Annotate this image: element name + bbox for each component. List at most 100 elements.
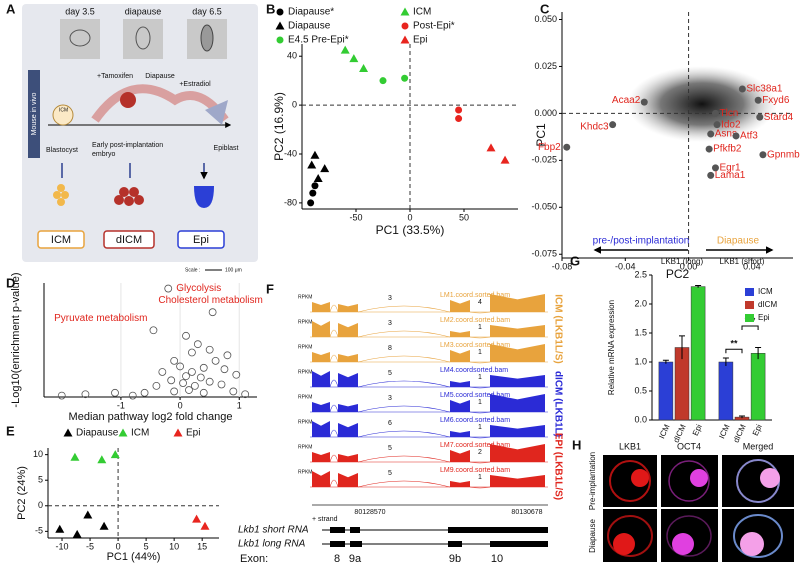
- group-title: LKB1 (long): [661, 257, 704, 266]
- y-tick-label: -40: [284, 148, 297, 158]
- junction-arc: [357, 330, 451, 338]
- icm-label: ICM: [59, 107, 68, 113]
- data-point: [211, 356, 220, 365]
- track-axis-label: RPKM: [298, 444, 312, 450]
- y-tick-label: 0.050: [534, 14, 557, 24]
- junction-count: 1: [478, 324, 482, 331]
- data-point: [185, 386, 193, 394]
- x-tick-label: ICM: [657, 423, 671, 440]
- data-point: [455, 106, 463, 114]
- data-point: [57, 391, 66, 400]
- junction-count: 1: [478, 349, 482, 356]
- y-tick-label: 0: [292, 99, 297, 109]
- point-label: Cholesterol metabolism: [158, 295, 263, 306]
- data-point: [97, 455, 107, 464]
- coverage: [312, 471, 330, 487]
- micrograph: [60, 19, 100, 59]
- data-point: [759, 151, 767, 159]
- junction-arc: [357, 380, 451, 388]
- exon-label: 10: [491, 553, 503, 564]
- track-axis-label: RPKM: [298, 344, 312, 350]
- x-tick-label: -50: [349, 212, 362, 222]
- x-tick-label: 0: [116, 541, 121, 551]
- group-box: [37, 230, 85, 249]
- data-point: [167, 376, 176, 385]
- data-point: [754, 96, 762, 104]
- junction-arc: [469, 486, 491, 489]
- junction-count: 1: [478, 399, 482, 406]
- epi-icon: [194, 186, 214, 208]
- point-label: Lama1: [715, 170, 746, 181]
- coverage: [338, 373, 358, 387]
- coverage: [490, 444, 545, 462]
- data-point: [81, 390, 90, 399]
- data-point: [188, 368, 196, 376]
- side-bar: [28, 70, 40, 158]
- junction-arc: [469, 311, 491, 314]
- legend-marker: [400, 7, 410, 16]
- legend-swatch: [745, 314, 754, 322]
- data-point: [128, 391, 137, 400]
- exon-block: [350, 527, 360, 533]
- legend-marker: [401, 22, 409, 30]
- x-tick-label: -0.04: [615, 261, 636, 271]
- junction-count: 1: [478, 374, 482, 381]
- x-tick-label: 10: [169, 541, 179, 551]
- junction-arc: [357, 405, 451, 413]
- caption: Blastocyst: [46, 147, 78, 154]
- legend-label: Post-Epi*: [413, 21, 455, 32]
- dicm-icon: [114, 187, 144, 206]
- x-tick-label: ICM: [717, 423, 731, 440]
- data-point: [188, 348, 196, 357]
- legend-marker: [275, 21, 285, 30]
- embryo: [69, 29, 91, 47]
- panel-letter: F: [266, 281, 274, 296]
- data-point: [149, 326, 158, 335]
- panel-letter: C: [540, 1, 550, 16]
- junction-count: 3: [388, 320, 392, 327]
- legend-label: Diapause*: [288, 7, 334, 18]
- data-point: [83, 510, 93, 519]
- caption: Epiblast: [214, 145, 239, 152]
- junction-count: 5: [388, 445, 392, 452]
- junction-count: 6: [388, 420, 392, 427]
- legend-label: Epi: [413, 35, 427, 46]
- coverage: [312, 371, 330, 387]
- legend-label: Diapause: [288, 21, 331, 32]
- x-tick-label: -5: [86, 541, 94, 551]
- data-point: [486, 143, 496, 152]
- exon-block: [448, 541, 462, 547]
- error-bar: [662, 359, 669, 364]
- data-point: [707, 130, 715, 138]
- micrograph: [603, 455, 657, 507]
- error-bar: [739, 415, 745, 419]
- x-tick-label: -1: [117, 400, 125, 410]
- coverage: [490, 375, 545, 387]
- stage-label: day 6.5: [192, 6, 222, 16]
- legend-marker: [118, 428, 128, 437]
- y-tick-label: -0.075: [531, 249, 557, 259]
- coordinate: 80128570: [354, 509, 385, 516]
- legend-swatch: [745, 301, 754, 309]
- bar: [690, 286, 706, 421]
- x-tick-label: Epi: [751, 423, 764, 437]
- data-point: [563, 143, 571, 151]
- data-point: [70, 452, 80, 461]
- x-tick-label: 50: [459, 212, 469, 222]
- significance-label: **: [730, 339, 738, 349]
- uterus: [91, 84, 229, 123]
- coverage: [312, 402, 330, 412]
- track-name: LM4.coordsorted.bam: [440, 367, 508, 374]
- coverage: [338, 473, 358, 487]
- data-point: [705, 145, 713, 153]
- group-label: ICM: [51, 234, 71, 246]
- x-axis-label: Median pathway log2 fold change: [69, 411, 233, 423]
- data-point: [500, 155, 510, 164]
- legend-swatch: [745, 288, 754, 296]
- data-point: [349, 54, 359, 63]
- track-axis-label: RPKM: [298, 469, 312, 475]
- data-point: [182, 372, 190, 381]
- junction-arc: [357, 455, 451, 463]
- legend-label: ICM: [758, 287, 773, 296]
- coverage: [312, 452, 330, 462]
